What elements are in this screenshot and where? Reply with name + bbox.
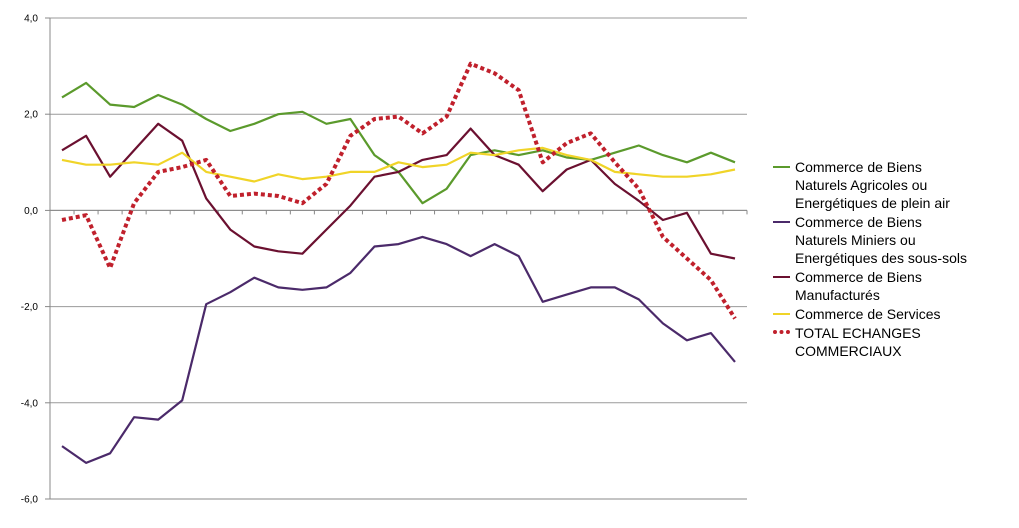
legend-label-services: Commerce de Services	[795, 306, 941, 322]
legend-item-total: TOTAL ECHANGES COMMERCIAUX	[773, 324, 1013, 360]
y-tick-label: -2,0	[21, 302, 39, 313]
legend-swatch-services	[773, 313, 790, 315]
y-tick-label: -4,0	[21, 398, 39, 409]
y-tick-label: -6,0	[21, 495, 39, 506]
legend-swatch-agricoles	[773, 166, 790, 168]
y-tick-label: 0,0	[24, 206, 38, 217]
legend-swatch-miniers	[773, 221, 790, 223]
legend-label-total: TOTAL ECHANGES COMMERCIAUX	[795, 325, 921, 359]
y-tick-labels: -6,0 -4,0 -2,0 0,0 2,0 4,0	[21, 14, 39, 506]
y-tick-label: 2,0	[24, 110, 38, 121]
legend-item-miniers: Commerce de Biens Naturels Miniers ou En…	[773, 213, 1013, 267]
series-lines	[61, 61, 737, 464]
series-line-manufactures	[61, 122, 736, 260]
legend-label-miniers: Commerce de Biens Naturels Miniers ou En…	[795, 214, 967, 266]
series-line-agricoles	[61, 81, 736, 205]
series-line-miniers	[61, 235, 736, 464]
legend-swatch-total	[773, 330, 790, 334]
legend-label-agricoles: Commerce de Biens Naturels Agricoles ou …	[795, 159, 950, 211]
series-line-total	[61, 61, 737, 320]
series-line-services	[61, 146, 736, 183]
legend-swatch-manufactures	[773, 276, 790, 278]
y-tick-label: 4,0	[24, 14, 38, 25]
legend-item-manufactures: Commerce de Biens Manufacturés	[773, 268, 1013, 304]
legend-label-manufactures: Commerce de Biens Manufacturés	[795, 269, 922, 303]
legend-item-services: Commerce de Services	[773, 305, 1013, 323]
axes	[45, 17, 748, 500]
legend: Commerce de Biens Naturels Agricoles ou …	[773, 158, 1013, 361]
legend-item-agricoles: Commerce de Biens Naturels Agricoles ou …	[773, 158, 1013, 212]
